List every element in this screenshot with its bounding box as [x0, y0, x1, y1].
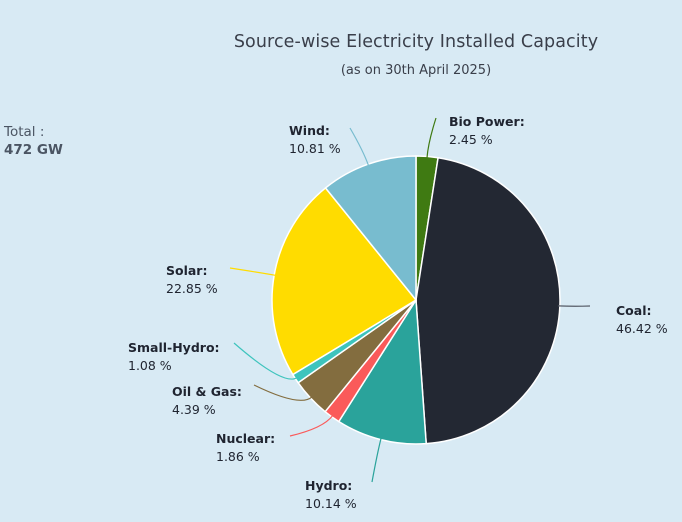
leader-line	[289, 414, 334, 437]
total-capacity: Total : 472 GW	[4, 123, 63, 159]
leader-line	[233, 342, 298, 380]
leader-line	[349, 127, 370, 167]
leader-line	[253, 384, 313, 401]
label-bio-power: Bio Power: 2.45 %	[449, 114, 525, 147]
chart-title: Source-wise Electricity Installed Capaci…	[233, 32, 599, 52]
total-value: 472 GW	[4, 142, 63, 158]
total-label: Total :	[4, 124, 45, 140]
pie-slice-coal[interactable]	[415, 156, 561, 445]
leader-line	[426, 117, 437, 159]
label-wind: Wind: 10.81 %	[289, 123, 341, 156]
label-hydro: Hydro: 10.14 %	[305, 478, 357, 511]
chart-subtitle: (as on 30th April 2025)	[340, 63, 492, 78]
label-nuclear: Nuclear: 1.86 %	[216, 431, 276, 464]
label-small-hydro: Small-Hydro: 1.08 %	[128, 340, 220, 373]
leader-line	[371, 437, 382, 483]
label-oil-gas: Oil & Gas: 4.39 %	[172, 384, 242, 417]
label-solar: Solar: 22.85 %	[166, 263, 218, 296]
leader-line	[229, 267, 277, 277]
label-coal: Coal: 46.42 %	[616, 303, 668, 336]
